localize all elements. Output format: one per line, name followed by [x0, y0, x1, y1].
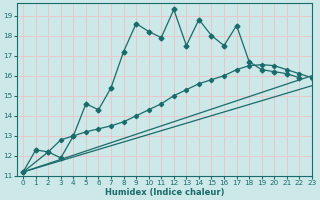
X-axis label: Humidex (Indice chaleur): Humidex (Indice chaleur) [105, 188, 224, 197]
